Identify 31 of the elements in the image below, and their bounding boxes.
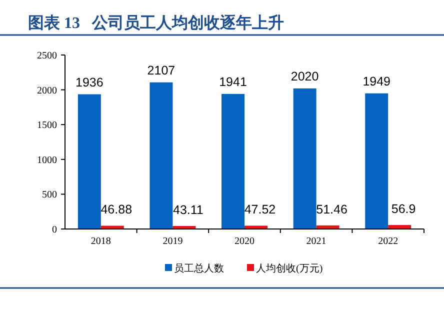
data-label: 56.9 (391, 202, 416, 216)
bar (150, 82, 173, 229)
y-tick-label: 1000 (37, 154, 57, 166)
data-label: 2107 (147, 63, 176, 78)
legend-label: 员工总人数 (174, 262, 224, 274)
chart-title: 图表 13 公司员工人均创收逐年上升 (28, 14, 284, 32)
x-tick-label: 2020 (234, 236, 254, 247)
x-tick-label: 2018 (90, 236, 111, 247)
bar (365, 93, 388, 229)
x-tick-label: 2022 (378, 236, 398, 247)
bar (222, 94, 244, 229)
data-label: 46.88 (100, 202, 132, 217)
data-label: 1941 (219, 74, 247, 89)
y-tick-label: 500 (42, 190, 57, 201)
bar (244, 226, 268, 229)
data-label: 2020 (290, 69, 319, 84)
y-tick-label: 2000 (37, 85, 57, 96)
y-tick-label: 0 (52, 224, 57, 236)
x-tick-label: 2019 (162, 236, 183, 247)
data-label: 51.46 (316, 202, 348, 216)
data-label: 43.11 (173, 203, 204, 217)
bar (100, 226, 124, 229)
y-tick-label: 1500 (37, 120, 57, 132)
data-label: 1949 (362, 74, 391, 88)
y-tick-label: 2500 (37, 50, 57, 62)
bar (78, 94, 101, 229)
bar (293, 88, 316, 229)
legend-label: 人均创收(万元) (256, 262, 323, 274)
data-label: 1936 (76, 75, 104, 90)
data-label: 47.52 (244, 202, 276, 217)
x-tick-label: 2021 (306, 236, 326, 247)
